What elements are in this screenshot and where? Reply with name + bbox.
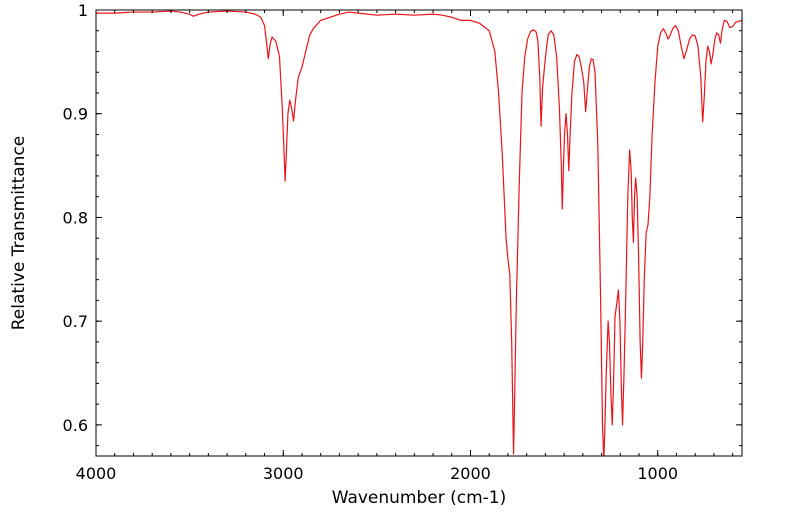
spectrum-line-0 — [96, 10, 742, 456]
tick-labels: 4000 3000 2000 1000 1 0.9 0.8 0.7 0.6 — [63, 1, 679, 483]
x-tick-label: 1000 — [637, 464, 678, 483]
y-tick-label: 0.6 — [63, 416, 88, 435]
x-tick-label: 2000 — [450, 464, 491, 483]
y-tick-label: 0.7 — [63, 312, 88, 331]
y-tick-label: 0.8 — [63, 208, 88, 227]
axis-ticks — [95, 9, 742, 456]
y-tick-label: 1 — [78, 1, 88, 20]
plot-area — [95, 9, 743, 457]
y-tick-label: 0.9 — [63, 105, 88, 124]
y-axis-title: Relative Transmittance — [9, 136, 29, 331]
x-tick-label: 4000 — [76, 464, 117, 483]
x-axis-title: Wavenumber (cm-1) — [332, 488, 507, 508]
plot-frame — [95, 9, 743, 457]
x-tick-label: 3000 — [263, 464, 304, 483]
